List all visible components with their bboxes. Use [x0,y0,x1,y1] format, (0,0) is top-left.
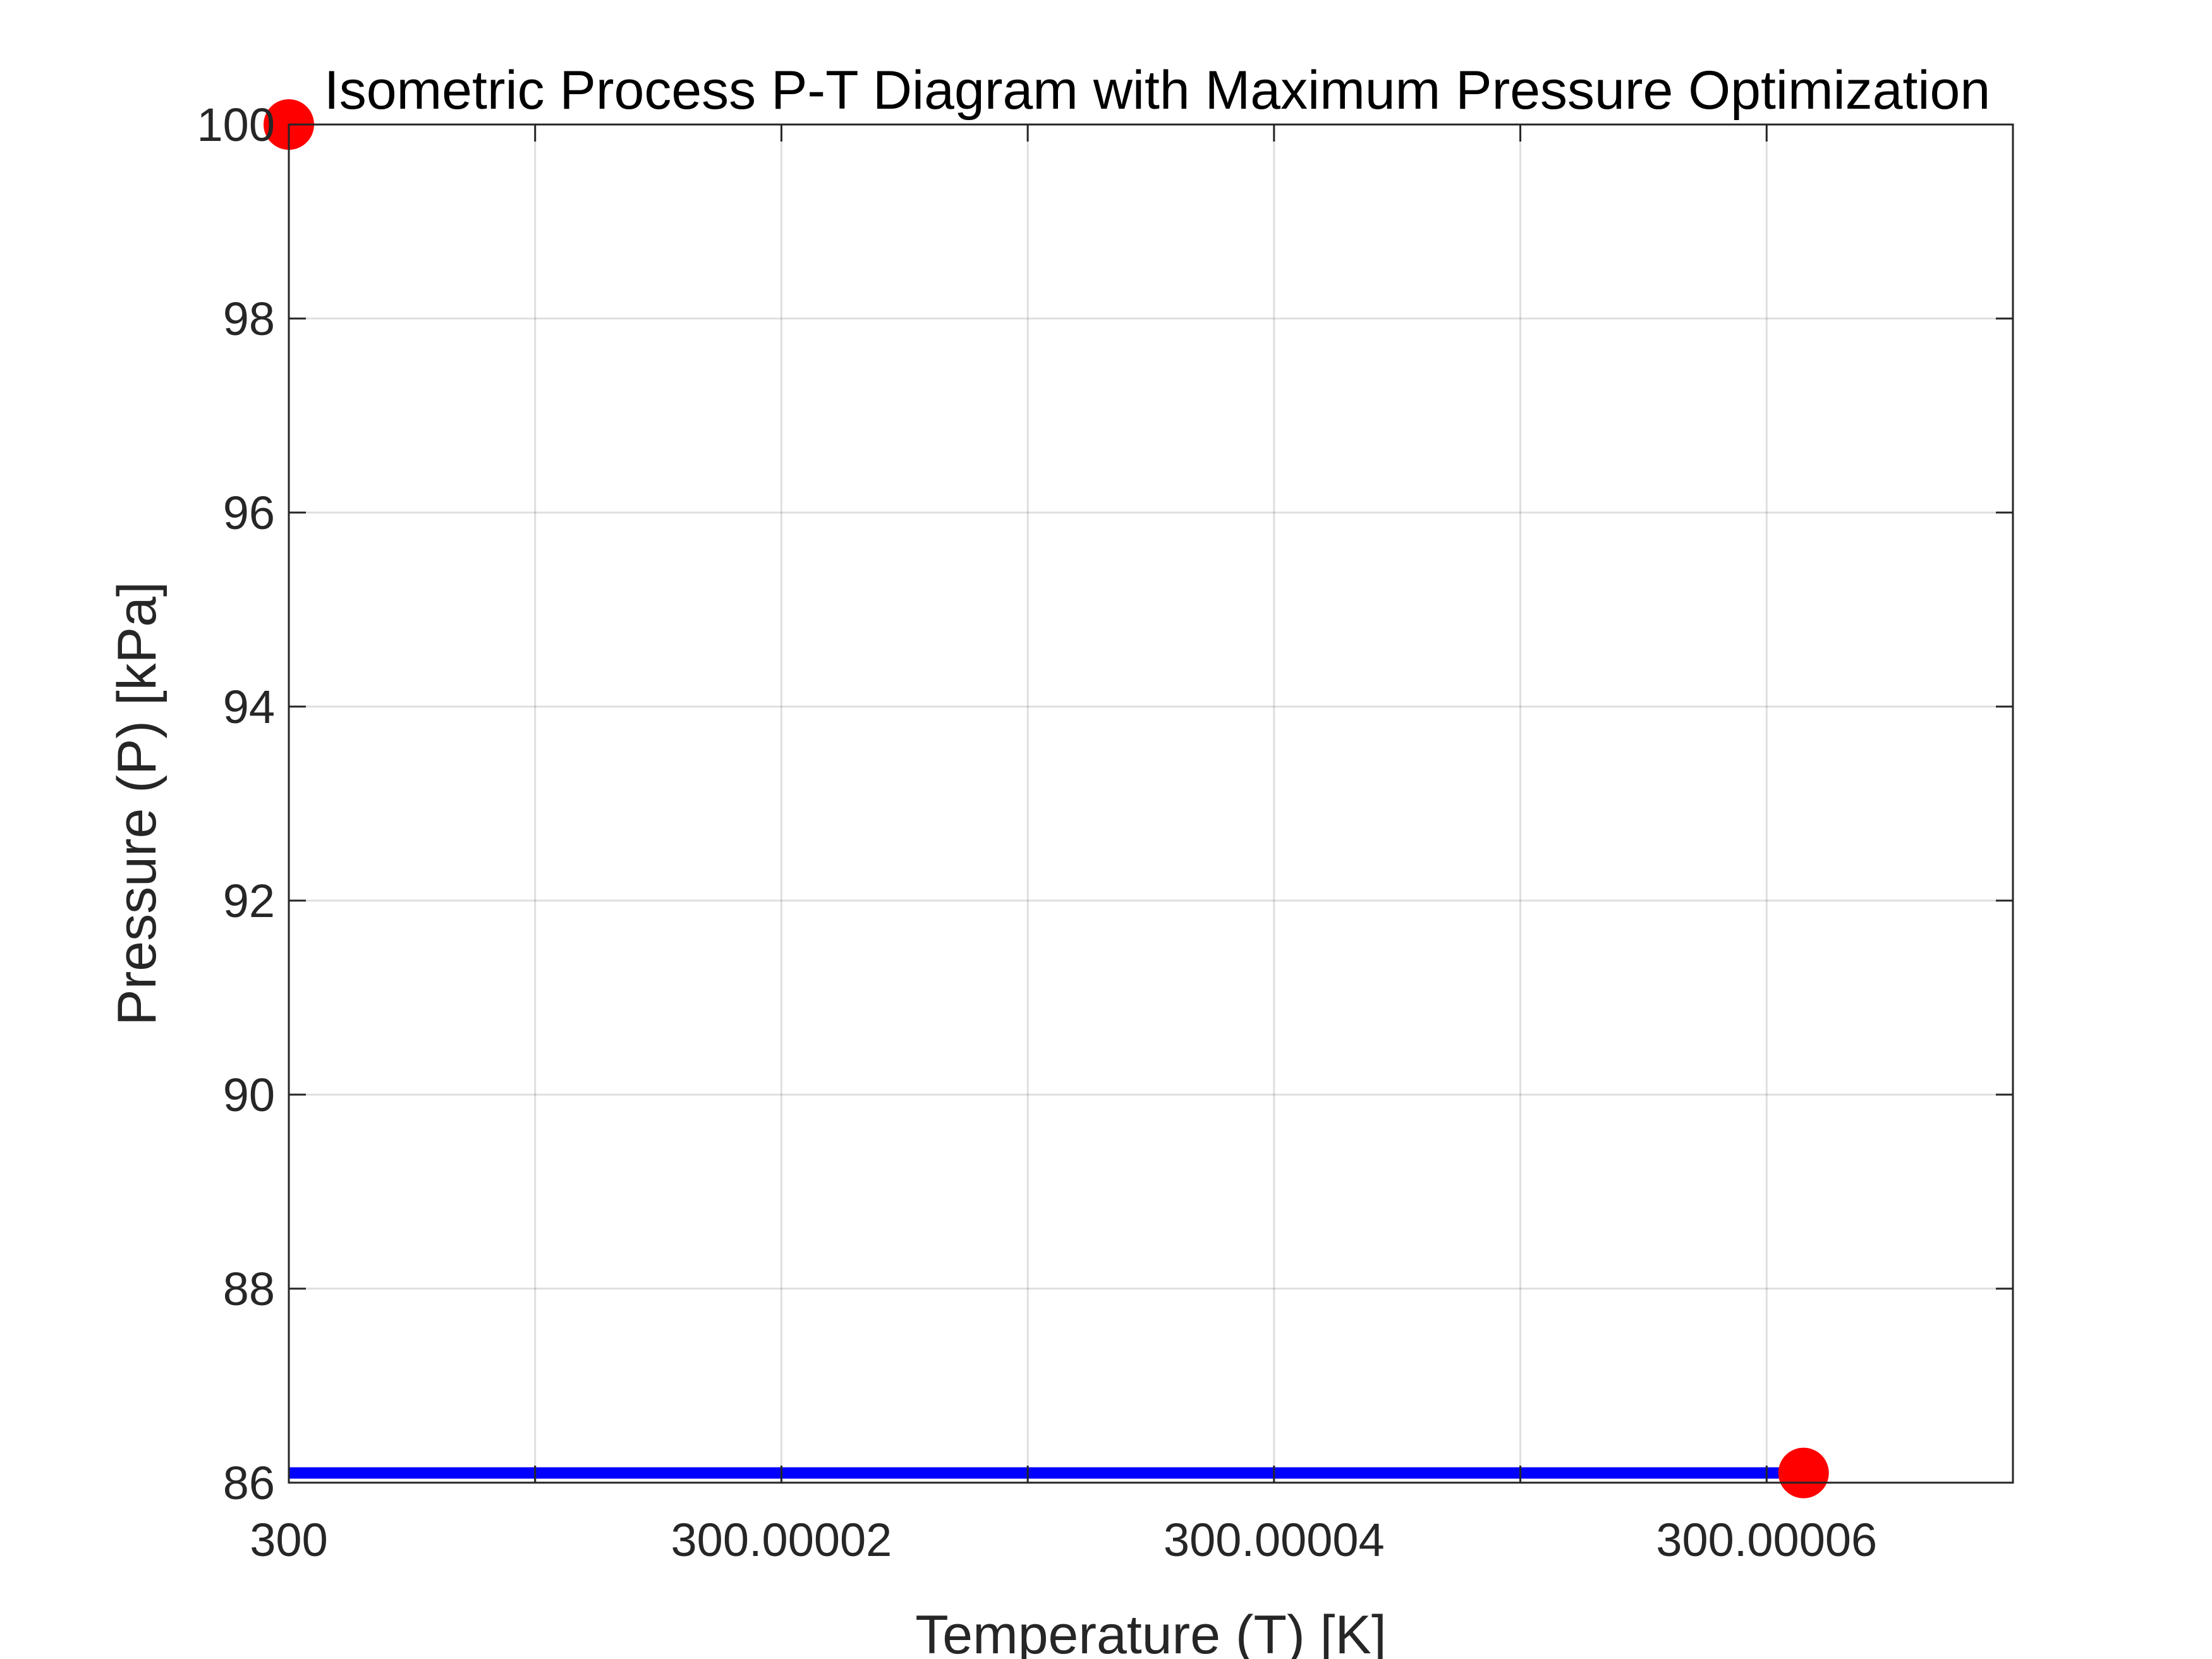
y-tick-label: 94 [223,681,275,733]
y-tick-label: 90 [223,1069,275,1121]
tick-labels: 300 300.00002 300.00004 300.00006 86 88 90 92 94… [197,99,1878,1566]
y-tick-label: 92 [223,875,275,927]
grid-lines [289,125,2013,1483]
x-tick-label: 300 [250,1514,327,1566]
x-axis-label: Temperature (T) [K] [915,1605,1387,1659]
y-tick-label: 100 [197,99,275,151]
x-tick-label: 300.00006 [1656,1514,1877,1566]
y-axis-label: Pressure (P) [kPa] [107,581,167,1026]
y-tick-label: 88 [223,1263,275,1315]
y-tick-label: 96 [223,487,275,539]
axes-box [288,123,2014,1484]
y-tick-label: 98 [223,293,275,345]
tick-marks [288,123,2013,1484]
x-tick-label: 300.00002 [671,1514,892,1566]
chart-title: Isometric Process P-T Diagram with Maxim… [324,60,1990,121]
y-tick-label: 86 [223,1457,275,1509]
x-tick-label: 300.00004 [1164,1514,1385,1566]
data-point [1778,1447,1829,1498]
